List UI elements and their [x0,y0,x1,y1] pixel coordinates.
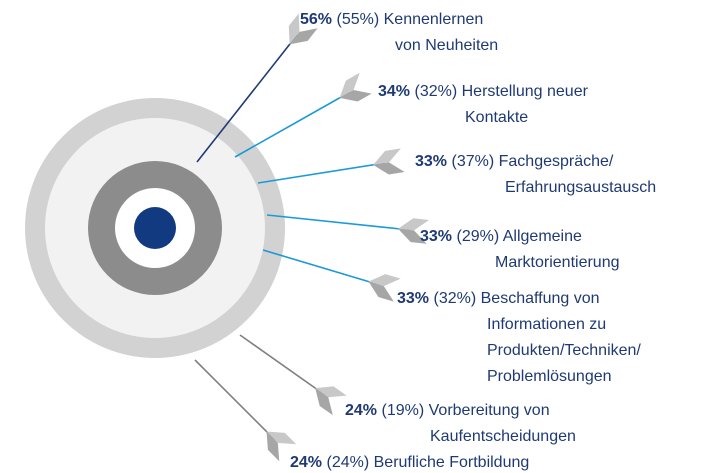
label-first-line: 24% (24%) Berufliche Fortbildung [290,454,529,471]
label: 33% (37%) Fachgespräche/Erfahrungsaustau… [415,153,656,196]
arrow-shaft [257,162,386,184]
label: 34% (32%) Herstellung neuer Kontakte [378,83,589,126]
label-line: Kontakte [465,109,528,126]
feather-top [266,431,297,445]
arrow-shaft [239,334,326,396]
current-value: 33% [397,290,429,307]
arrow-feather [288,13,318,45]
feather-bottom [339,90,372,102]
arrow-feather [368,274,401,302]
arrow-shaft [262,249,381,286]
label-text: Kennenlernen [384,11,484,28]
label: 33% (29%) Allgemeine Marktorientierung [420,228,620,271]
label-text: Vorbereitung von [429,402,550,419]
label-first-line: 33% (32%) Beschaffung von [397,290,600,307]
label: 56% (55%) Kennenlernen von Neuheiten [300,11,498,54]
current-value: 33% [415,153,447,170]
feather-bottom [315,388,333,416]
current-value: 24% [290,454,322,471]
label-line: Problemlösungen [487,368,612,385]
previous-value: (24%) [326,454,369,471]
feather-bottom [368,281,394,302]
feather-top [315,386,347,398]
arrow-feather [266,431,297,462]
feather-top [288,13,300,45]
label-line: Erfahrungsaustausch [505,179,656,196]
labels: 56% (55%) Kennenlernen von Neuheiten 34% (… [290,11,656,471]
label-first-line: 33% (37%) Fachgespräche/ [415,153,614,170]
feather-top [398,218,430,231]
feather-top [373,148,401,165]
label: 24% (24%) Berufliche Fortbildung [290,454,529,471]
label-text: Herstellung neuer [462,83,589,100]
previous-value: (37%) [451,153,494,170]
label-first-line: 33% (29%) Allgemeine [420,228,582,245]
label: 24% (19%) Vorbereitung von Kaufentscheidu… [345,402,576,445]
label-first-line: 56% (55%) Kennenlernen [300,11,483,28]
label-text: Fachgespräche/ [499,153,614,170]
label-line: Kaufentscheidungen [430,428,576,445]
label-first-line: 34% (32%) Herstellung neuer [378,83,589,100]
current-value: 34% [378,83,410,100]
arrow-feather [373,148,405,175]
feather-bottom [289,28,318,45]
arrows [194,13,430,462]
current-value: 33% [420,228,452,245]
previous-value: (55%) [336,11,379,28]
arrow-shaft [194,359,276,441]
arrow-shaft [234,91,351,158]
bullseye [134,207,176,249]
previous-value: (32%) [433,290,476,307]
arrow-shaft [196,34,298,163]
label-line: von Neuheiten [395,37,498,54]
feather-bottom [266,431,280,462]
label-text: Allgemeine [503,228,582,245]
label-line: Marktorientierung [495,254,620,271]
feather-bottom [398,228,427,244]
label-line: Produkten/Techniken/ [487,342,641,359]
arrow-feather [339,72,372,102]
current-value: 24% [345,402,377,419]
arrow-shaft [266,214,411,231]
previous-value: (19%) [381,402,424,419]
previous-value: (29%) [456,228,499,245]
feather-top [368,274,401,287]
feather-top [339,72,360,98]
label-text: Beschaffung von [481,290,600,307]
target [25,98,285,358]
arrow-feather [315,386,347,416]
arrow-feather [398,218,430,244]
feather-bottom [373,162,405,175]
previous-value: (32%) [414,83,457,100]
current-value: 56% [300,11,332,28]
label-first-line: 24% (19%) Vorbereitung von [345,402,550,419]
label-line: Informationen zu [487,316,606,333]
label-text: Berufliche Fortbildung [374,454,530,471]
label: 33% (32%) Beschaffung von Informationen z… [397,290,641,385]
